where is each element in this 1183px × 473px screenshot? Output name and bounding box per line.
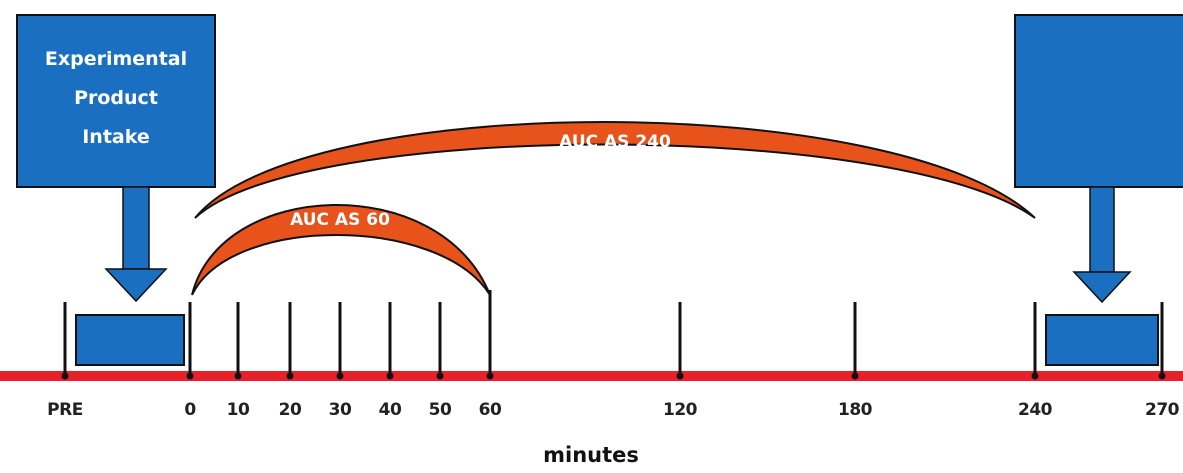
intake-box — [16, 14, 216, 188]
tick-dot — [386, 372, 394, 380]
intake-line-3: Intake — [82, 126, 150, 148]
auc-240-arc — [194, 121, 1036, 219]
end-box — [1014, 14, 1183, 188]
tick-label: 270 — [1145, 400, 1180, 420]
tick-dot — [336, 372, 344, 380]
intake-box-label: Experimental Product Intake — [17, 40, 215, 157]
left-down-arrow-icon — [104, 186, 168, 303]
tick-dot — [851, 372, 859, 380]
tick-dot — [286, 372, 294, 380]
tick-dot — [436, 372, 444, 380]
tick-label: 40 — [378, 400, 402, 420]
intake-line-1: Experimental — [44, 48, 188, 70]
timeline-ticks — [61, 290, 1166, 380]
tick-dot — [1031, 372, 1039, 380]
tick-label: 180 — [838, 400, 873, 420]
tick-dot — [61, 372, 69, 380]
tick-label: 120 — [663, 400, 698, 420]
right-down-arrow-icon — [1072, 186, 1132, 304]
tick-label: 0 — [184, 400, 196, 420]
tick-dot — [234, 372, 242, 380]
tick-label: 30 — [328, 400, 352, 420]
auc-240-label: AUC AS 240 — [559, 132, 671, 152]
tick-dot — [1158, 372, 1166, 380]
pre-sample-bar — [75, 314, 185, 366]
axis-title: minutes — [543, 443, 639, 467]
tick-label: PRE — [47, 400, 83, 420]
tick-dot — [676, 372, 684, 380]
tick-dot — [486, 372, 494, 380]
tick-dot — [186, 372, 194, 380]
post-sample-bar — [1045, 314, 1159, 366]
tick-label: 50 — [428, 400, 452, 420]
auc-60-label: AUC AS 60 — [290, 210, 390, 230]
tick-label: 10 — [226, 400, 250, 420]
tick-label: 60 — [478, 400, 502, 420]
intake-line-2: Product — [74, 87, 158, 109]
tick-label: 20 — [278, 400, 302, 420]
tick-label: 240 — [1018, 400, 1053, 420]
